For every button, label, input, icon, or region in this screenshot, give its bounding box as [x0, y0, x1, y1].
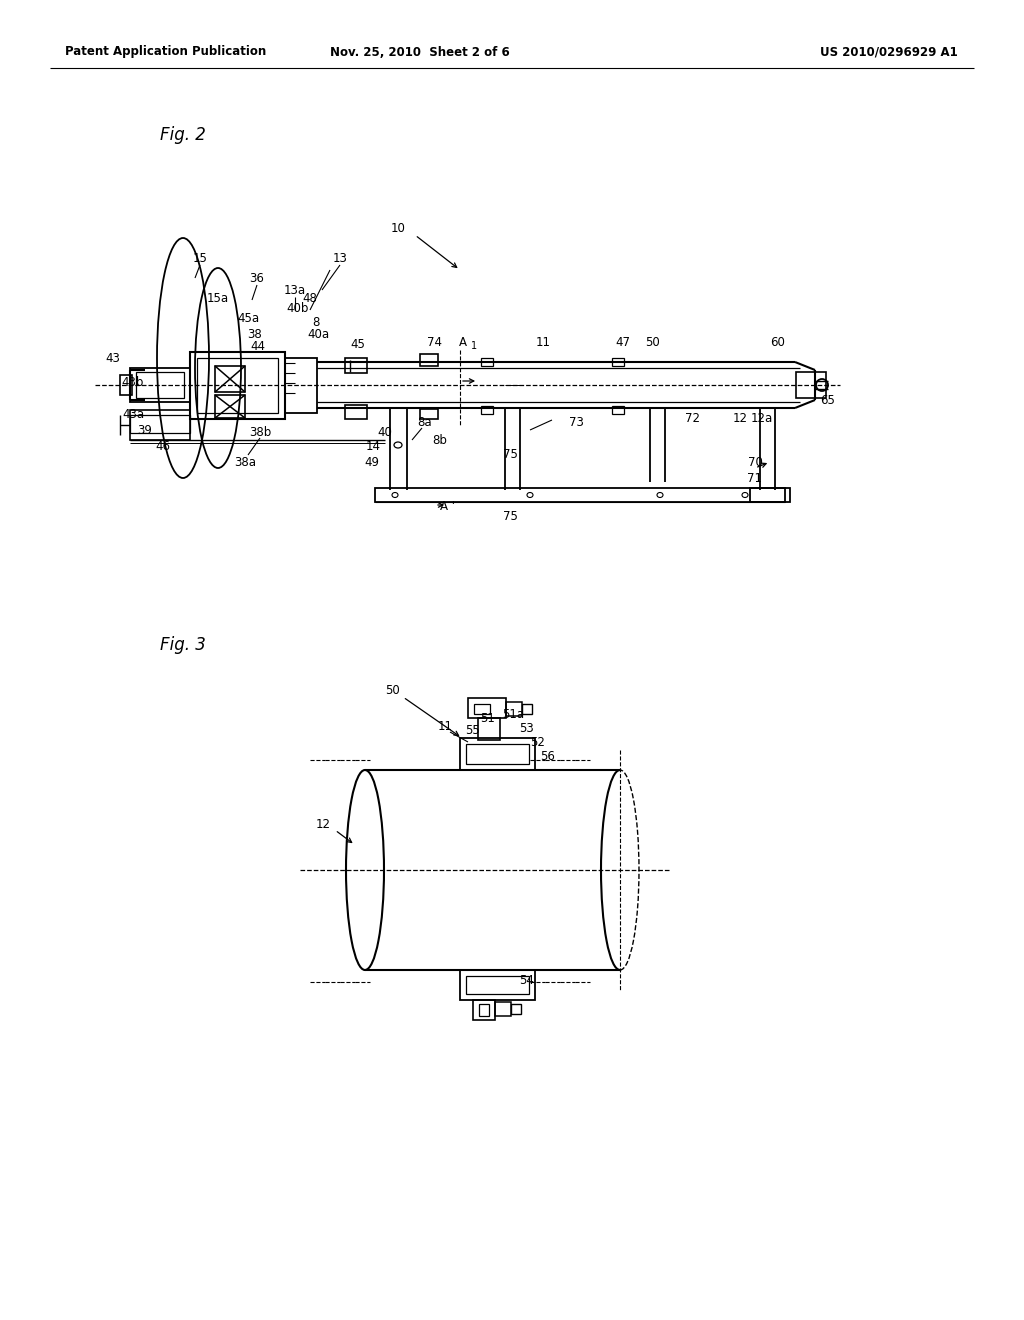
Text: 56: 56	[541, 750, 555, 763]
Bar	[130, 411, 190, 440]
Bar	[460, 738, 535, 770]
Text: A: A	[459, 335, 467, 348]
Bar	[285, 358, 317, 413]
Text: 13a: 13a	[284, 284, 306, 297]
Bar	[215, 366, 245, 392]
Bar	[190, 352, 285, 418]
Text: Nov. 25, 2010  Sheet 2 of 6: Nov. 25, 2010 Sheet 2 of 6	[330, 45, 510, 58]
Bar	[466, 744, 529, 764]
Text: 11: 11	[536, 335, 551, 348]
Text: 72: 72	[685, 412, 700, 425]
Bar	[511, 1005, 521, 1014]
Text: 55: 55	[465, 723, 479, 737]
Bar	[612, 358, 624, 366]
Text: 75: 75	[503, 511, 517, 524]
Text: 44: 44	[251, 339, 265, 352]
Bar	[420, 354, 438, 366]
Text: 54: 54	[519, 974, 535, 987]
Text: 65: 65	[820, 393, 836, 407]
Text: Fig. 2: Fig. 2	[160, 125, 206, 144]
Text: 43: 43	[105, 351, 121, 364]
Text: 1: 1	[471, 341, 477, 351]
Text: 8: 8	[312, 315, 319, 329]
Bar	[460, 970, 535, 1001]
Text: 15: 15	[193, 252, 208, 264]
Bar	[478, 718, 500, 741]
Text: 75: 75	[503, 449, 517, 462]
Text: 40: 40	[378, 425, 392, 438]
Text: 12a: 12a	[751, 412, 773, 425]
Text: A ': A '	[439, 500, 455, 513]
Text: 71: 71	[748, 471, 763, 484]
Bar	[136, 372, 184, 399]
Text: 39: 39	[137, 424, 153, 437]
Text: Patent Application Publication: Patent Application Publication	[65, 45, 266, 58]
Bar	[481, 407, 493, 414]
Text: 43b: 43b	[122, 375, 144, 388]
Text: 50: 50	[386, 684, 400, 697]
Text: 49: 49	[365, 457, 380, 470]
Bar	[468, 698, 506, 718]
Text: 10: 10	[390, 222, 406, 235]
Text: 13: 13	[333, 252, 347, 264]
Text: 48: 48	[302, 292, 317, 305]
Text: 15a: 15a	[207, 292, 229, 305]
Text: 12: 12	[732, 412, 748, 425]
Text: 50: 50	[645, 335, 659, 348]
Bar	[215, 395, 245, 418]
Bar	[495, 1002, 511, 1016]
Text: 52: 52	[530, 735, 546, 748]
Text: 12: 12	[315, 818, 331, 832]
Text: 60: 60	[771, 335, 785, 348]
Bar	[479, 1005, 489, 1016]
Text: 45: 45	[350, 338, 366, 351]
Text: 53: 53	[519, 722, 535, 734]
Text: 38b: 38b	[249, 425, 271, 438]
Bar	[197, 358, 278, 413]
Bar	[375, 488, 785, 502]
Text: 8b: 8b	[432, 433, 447, 446]
Bar	[506, 702, 522, 715]
Bar	[345, 405, 367, 418]
Text: 36: 36	[250, 272, 264, 285]
Bar	[522, 704, 532, 714]
Text: 8a: 8a	[418, 416, 432, 429]
Bar	[345, 358, 367, 374]
Text: US 2010/0296929 A1: US 2010/0296929 A1	[820, 45, 957, 58]
Text: 70: 70	[748, 455, 763, 469]
Text: 38: 38	[248, 329, 262, 342]
Text: 51: 51	[480, 711, 496, 725]
Bar	[466, 975, 529, 994]
Bar	[420, 409, 438, 418]
Bar	[473, 1001, 495, 1020]
Text: 51a: 51a	[502, 708, 524, 721]
Bar	[481, 358, 493, 366]
Text: Fig. 3: Fig. 3	[160, 636, 206, 653]
Text: 45a: 45a	[237, 312, 259, 325]
Bar	[130, 368, 190, 403]
Text: 47: 47	[615, 335, 631, 348]
Bar	[750, 488, 790, 502]
Text: 11: 11	[437, 719, 453, 733]
Text: 46: 46	[156, 441, 171, 454]
Bar	[612, 407, 624, 414]
Text: 74: 74	[427, 337, 442, 350]
Bar	[130, 414, 190, 433]
Text: 40a: 40a	[307, 329, 329, 342]
Text: 43a: 43a	[122, 408, 144, 421]
Bar	[796, 372, 826, 399]
Bar	[474, 704, 490, 714]
Text: 40b: 40b	[287, 301, 309, 314]
Text: 38a: 38a	[234, 455, 256, 469]
Bar	[120, 375, 132, 395]
Text: 73: 73	[568, 416, 584, 429]
Text: 14: 14	[366, 441, 381, 454]
